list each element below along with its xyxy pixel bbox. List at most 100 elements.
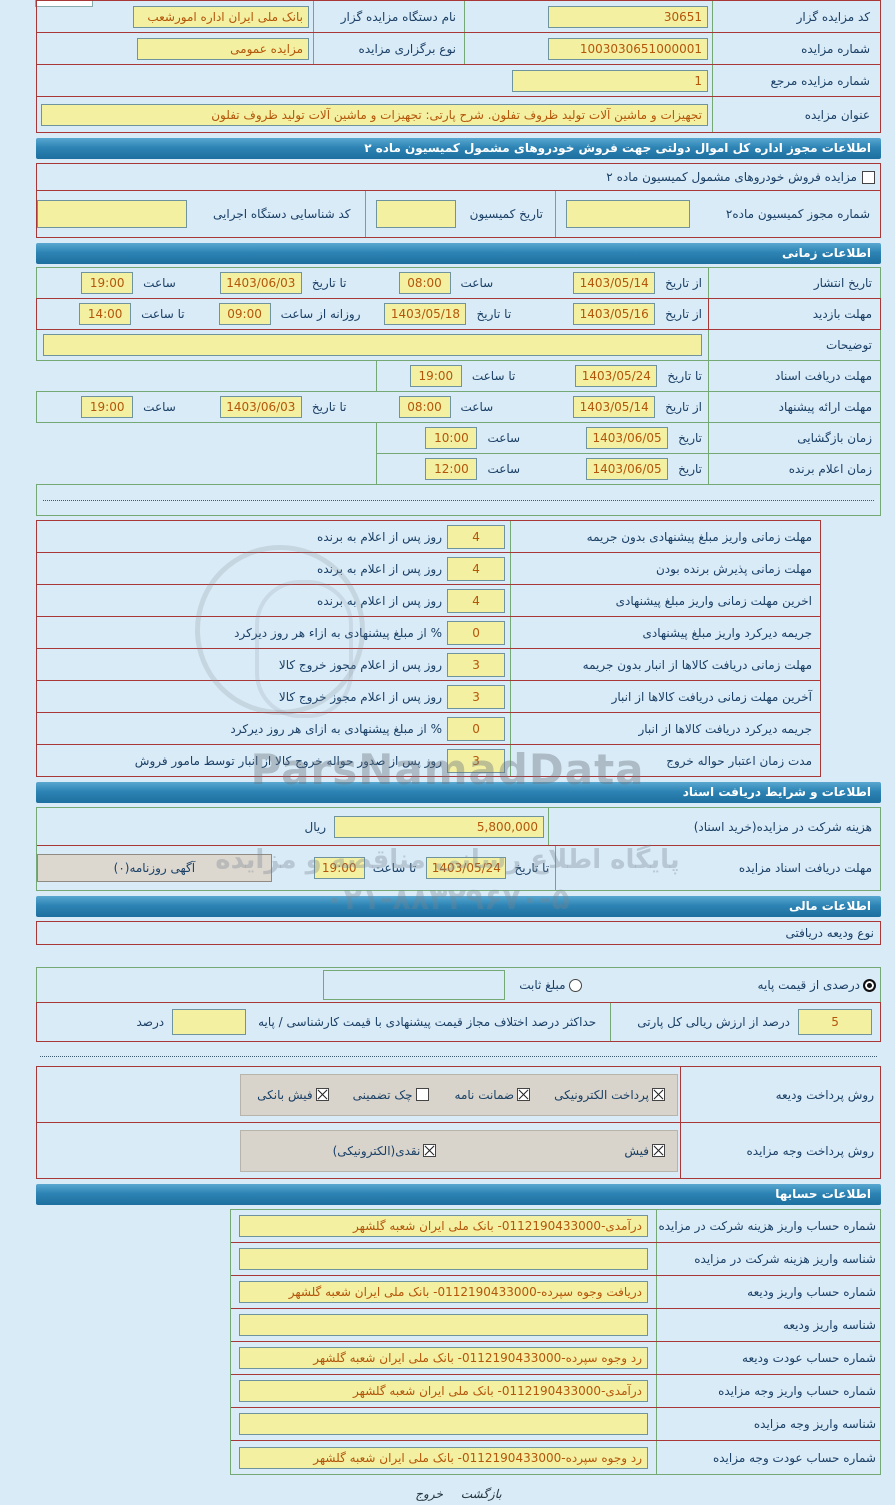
- empty-cell: [313, 65, 465, 96]
- row-label: مهلت زمانی واریز مبلغ پیشنهادی بدون جریم…: [510, 521, 820, 552]
- hour-label: ساعت: [143, 400, 176, 414]
- newspaper-ad-button[interactable]: آگهی روزنامه(۰): [37, 854, 272, 882]
- row-label: جریمه دیرکرد دریافت کالاها از انبار: [510, 713, 820, 744]
- hour-label: ساعت: [460, 276, 494, 290]
- opening-time-input[interactable]: 10:00: [425, 427, 478, 449]
- percent-of-base-radio[interactable]: [863, 978, 876, 992]
- to-date-label: تا تاریخ: [514, 861, 550, 875]
- deadline-value-input[interactable]: 3: [447, 684, 505, 709]
- permit-no-input[interactable]: [565, 200, 690, 228]
- timing-row-offer: مهلت ارائه پیشنهاد از تاریخ 1403/05/14 س…: [36, 391, 881, 423]
- hour-label: ساعت: [487, 462, 521, 476]
- fixed-amount-label: مبلغ ثابت: [519, 978, 566, 992]
- deadline-value-input[interactable]: 4: [447, 588, 505, 613]
- fee-input[interactable]: 5,800,000: [334, 815, 544, 838]
- publish-to-date-input[interactable]: 1403/06/03: [219, 272, 302, 294]
- deadline-value-input[interactable]: 0: [447, 620, 505, 645]
- doc-deadline-date-input[interactable]: 1403/05/24: [575, 365, 658, 387]
- row-label: شناسه واریز ودیعه: [656, 1309, 880, 1341]
- winner-time-input[interactable]: 12:00: [425, 458, 478, 480]
- doc-deadline-date-input[interactable]: 1403/05/24: [426, 857, 507, 879]
- fixed-amount-input[interactable]: [323, 970, 506, 1000]
- account-input[interactable]: دریافت وجوه سپرده-0112190433000- بانک مل…: [239, 1281, 648, 1303]
- option-label: نقدی(الکترونیکی): [332, 1143, 421, 1158]
- back-link[interactable]: بازگشت: [460, 1487, 502, 1501]
- account-input[interactable]: رد وجوه سپرده-0112190433000- بانک ملی ای…: [239, 1347, 648, 1369]
- electronic-payment-checkbox[interactable]: [652, 1088, 665, 1101]
- description-input[interactable]: [43, 334, 702, 356]
- auction-header-table: کد مزایده گزار 30651 نام دستگاه مزایده گ…: [36, 0, 881, 133]
- visit-to-date-input[interactable]: 1403/05/18: [384, 303, 467, 325]
- row-suffix: روز پس از اعلام مجوز خروج کالا: [278, 657, 442, 672]
- hour-label: ساعت: [460, 400, 494, 414]
- account-input[interactable]: [239, 1248, 648, 1270]
- certified-check-checkbox[interactable]: [415, 1088, 429, 1101]
- agency-id-label: کد شناسایی دستگاه اجرایی: [213, 207, 351, 221]
- auctioneer-code-input[interactable]: 30651: [548, 5, 708, 28]
- offer-from-date-input[interactable]: 1403/05/14: [573, 396, 656, 418]
- max-diff-input[interactable]: [172, 1009, 247, 1035]
- account-input[interactable]: درآمدی-0112190433000- بانک ملی ایران شعب…: [239, 1215, 648, 1237]
- cash-electronic-checkbox[interactable]: [423, 1144, 437, 1157]
- agency-id-input[interactable]: [37, 200, 188, 228]
- opening-date-input[interactable]: 1403/06/05: [586, 427, 669, 449]
- auctioneer-name-input[interactable]: بانک ملی ایران اداره امورشعب: [133, 5, 309, 28]
- doc-deadline-time-input[interactable]: 19:00: [313, 857, 365, 879]
- row-suffix: روز پس از صدور حواله خروج کالا از انبار …: [134, 753, 442, 768]
- account-input[interactable]: [239, 1314, 648, 1336]
- row-label: اخرین مهلت زمانی واریز مبلغ پیشنهادی: [510, 585, 820, 616]
- auction-no-input[interactable]: 1003030651000001: [548, 37, 708, 60]
- account-input[interactable]: [239, 1413, 648, 1435]
- commission-checkbox[interactable]: [862, 170, 875, 184]
- account-row: شناسه واریز هزینه شرکت در مزایده: [231, 1243, 880, 1276]
- section-header-accounts: اطلاعات حسابها: [36, 1184, 881, 1205]
- offer-to-time-input[interactable]: 19:00: [81, 396, 134, 418]
- guarantee-checkbox[interactable]: [517, 1088, 531, 1101]
- winner-date-input[interactable]: 1403/06/05: [586, 458, 669, 480]
- account-row: شماره حساب واریز وجه مزایده درآمدی-01121…: [231, 1375, 880, 1408]
- deposit-methods-panel: پرداخت الکترونیکی ضمانت نامه چک تضمینی ف…: [240, 1073, 678, 1116]
- deadline-value-input[interactable]: 4: [447, 556, 505, 581]
- deadline-value-input[interactable]: 3: [447, 748, 505, 773]
- auction-title-input[interactable]: تجهیزات و ماشین آلات تولید ظروف تفلون. ش…: [41, 103, 708, 126]
- offer-to-date-input[interactable]: 1403/06/03: [219, 396, 302, 418]
- deadline-value-input[interactable]: 3: [447, 652, 505, 677]
- publish-from-date-input[interactable]: 1403/05/14: [573, 272, 656, 294]
- auction-type-label: نوع برگزاری مزایده: [313, 33, 465, 64]
- bank-slip-checkbox[interactable]: [315, 1088, 329, 1101]
- percent-value-input[interactable]: 5: [798, 1009, 872, 1035]
- exit-link[interactable]: خروج: [415, 1487, 443, 1501]
- visit-from-time-input[interactable]: 09:00: [218, 303, 271, 325]
- deadline-row: آخرین مهلت زمانی دریافت کالاها از انبار …: [36, 680, 821, 713]
- doc-deadline-time-input[interactable]: 19:00: [409, 365, 462, 387]
- fixed-amount-radio[interactable]: [568, 978, 582, 992]
- publish-to-time-input[interactable]: 19:00: [81, 272, 134, 294]
- offer-from-time-input[interactable]: 08:00: [398, 396, 451, 418]
- method-option: نقدی(الکترونیکی): [333, 1144, 437, 1158]
- account-row: شناسه واریز وجه مزایده: [231, 1408, 880, 1441]
- deposit-methods-label: روش پرداخت ودیعه: [680, 1067, 880, 1122]
- visit-from-date-input[interactable]: 1403/05/16: [573, 303, 656, 325]
- row-label: مهلت بازدید: [708, 299, 880, 329]
- account-row: شماره حساب واریز ودیعه دریافت وجوه سپرده…: [231, 1276, 880, 1309]
- commission-date-input[interactable]: [375, 200, 456, 228]
- auction-type-input[interactable]: مزایده عمومی: [137, 37, 309, 60]
- row-label: جریمه دیرکرد واریز مبلغ پیشنهادی: [510, 617, 820, 648]
- to-date-label: تا تاریخ: [667, 369, 702, 383]
- dotted-separator-box: [36, 484, 881, 516]
- method-option: پرداخت الکترونیکی: [554, 1088, 665, 1102]
- row-label: شماره حساب واریز هزینه شرکت در مزایده: [656, 1210, 880, 1242]
- deadline-value-input[interactable]: 4: [447, 524, 505, 549]
- account-input[interactable]: رد وجوه سپرده-0112190433000- بانک ملی ای…: [239, 1446, 648, 1469]
- row-label: مدت زمان اعتبار حواله خروج: [510, 745, 820, 776]
- slip-checkbox[interactable]: [652, 1144, 665, 1157]
- account-row: شماره حساب واریز هزینه شرکت در مزایده در…: [231, 1210, 880, 1243]
- ref-no-input[interactable]: 1: [512, 69, 708, 92]
- publish-from-time-input[interactable]: 08:00: [398, 272, 451, 294]
- row-label: شماره حساب واریز وجه مزایده: [656, 1375, 880, 1407]
- row-label: مهلت ارائه پیشنهاد: [708, 392, 880, 422]
- row-suffix: % از مبلغ پیشنهادی به ازای هر روز دیرکرد: [230, 721, 442, 736]
- deadline-value-input[interactable]: 0: [447, 716, 505, 741]
- account-input[interactable]: درآمدی-0112190433000- بانک ملی ایران شعب…: [239, 1380, 648, 1402]
- visit-to-time-input[interactable]: 14:00: [79, 303, 132, 325]
